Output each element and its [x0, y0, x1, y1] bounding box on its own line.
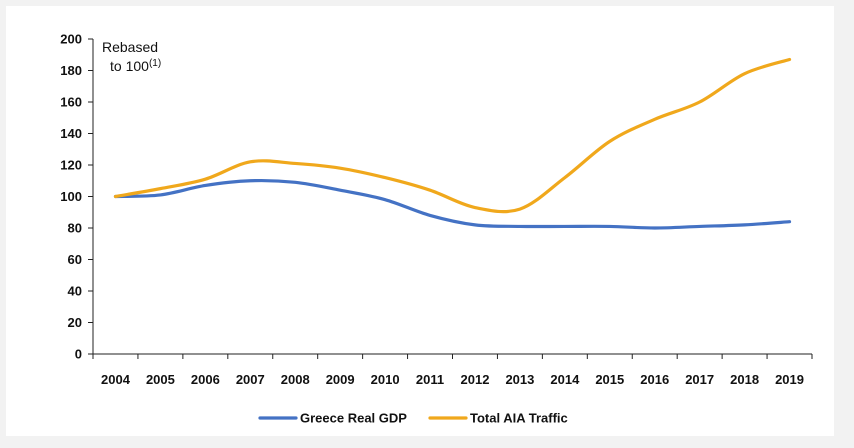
y-tick-label: 160	[60, 95, 82, 110]
series-line-total-aia-traffic	[113, 57, 792, 214]
x-tick-label: 2006	[191, 372, 220, 387]
x-tick-label: 2017	[685, 372, 714, 387]
y-tick-label: 60	[68, 252, 82, 267]
series-line-greece-real-gdp	[113, 178, 792, 230]
x-tick-label: 2009	[326, 372, 355, 387]
x-tick-label: 2015	[595, 372, 624, 387]
y-ticks: 0 20 40 60 80 100 120 140 160 180 200	[60, 32, 93, 362]
y-tick-label: 200	[60, 32, 82, 47]
axes	[92, 39, 812, 355]
x-tick-label: 2019	[775, 372, 804, 387]
chart-panel: 0 20 40 60 80 100 120 140 160 180 200 2004 2005 2006…	[6, 6, 834, 436]
legend: Greece Real GDP Total AIA Traffic	[258, 411, 568, 426]
x-tick-label: 2010	[371, 372, 400, 387]
x-tick-label: 2012	[461, 372, 490, 387]
annotation-to100-text: to 100	[110, 58, 149, 74]
legend-label: Greece Real GDP	[300, 411, 407, 426]
y-tick-label: 0	[75, 347, 82, 362]
x-tick-label: 2018	[730, 372, 759, 387]
series-lines	[113, 57, 792, 230]
y-tick-label: 120	[60, 158, 82, 173]
y-tick-label: 100	[60, 189, 82, 204]
x-ticks: 2004 2005 2006 2007 2008 2009 2010 2011 2012 2013…	[92, 354, 813, 387]
annotation-to100: to 100(1)	[110, 58, 161, 74]
x-tick-label: 2016	[640, 372, 669, 387]
x-tick-label: 2008	[281, 372, 310, 387]
y-tick-label: 40	[68, 284, 82, 299]
x-tick-label: 2013	[505, 372, 534, 387]
line-chart: 0 20 40 60 80 100 120 140 160 180 200 2004 2005 2006…	[60, 32, 813, 426]
x-tick-label: 2007	[236, 372, 265, 387]
x-tick-label: 2011	[416, 372, 444, 387]
annotation-rebased: Rebased	[102, 39, 158, 55]
legend-label: Total AIA Traffic	[470, 411, 568, 426]
y-tick-label: 20	[68, 315, 82, 330]
y-tick-label: 140	[60, 126, 82, 141]
x-tick-label: 2014	[550, 372, 580, 387]
y-tick-label: 80	[68, 221, 82, 236]
annotation-footnote-sup: (1)	[149, 58, 161, 69]
x-tick-label: 2005	[146, 372, 175, 387]
x-tick-label: 2004	[101, 372, 131, 387]
y-tick-label: 180	[60, 63, 82, 78]
